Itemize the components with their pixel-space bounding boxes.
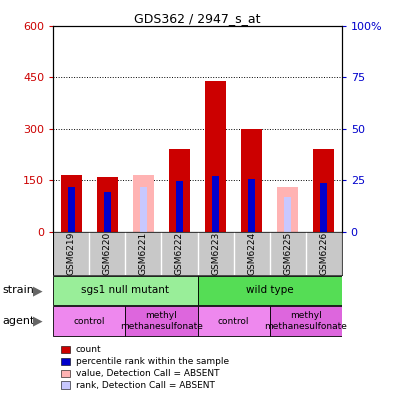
Bar: [140, 187, 147, 232]
Title: GDS362 / 2947_s_at: GDS362 / 2947_s_at: [134, 11, 261, 25]
Bar: [60, 175, 82, 232]
Bar: [198, 307, 269, 336]
Text: percentile rank within the sample: percentile rank within the sample: [76, 357, 229, 366]
Text: GSM6226: GSM6226: [319, 232, 328, 275]
Text: GSM6225: GSM6225: [283, 232, 292, 275]
Text: GSM6221: GSM6221: [139, 232, 148, 275]
Text: GSM6222: GSM6222: [175, 232, 184, 275]
Bar: [104, 192, 111, 232]
Text: methyl
methanesulfonate: methyl methanesulfonate: [264, 312, 347, 331]
Bar: [68, 187, 75, 232]
Text: GSM6219: GSM6219: [67, 232, 76, 275]
Text: strain: strain: [2, 286, 34, 295]
Text: control: control: [218, 317, 249, 326]
Text: ▶: ▶: [33, 315, 42, 327]
Bar: [313, 149, 335, 232]
Text: count: count: [76, 345, 102, 354]
Bar: [212, 176, 219, 232]
Bar: [126, 307, 198, 336]
Text: methyl
methanesulfonate: methyl methanesulfonate: [120, 312, 203, 331]
Bar: [320, 183, 327, 232]
Bar: [53, 307, 126, 336]
Text: agent: agent: [2, 316, 34, 326]
Bar: [176, 181, 183, 232]
Bar: [270, 307, 342, 336]
Bar: [284, 197, 291, 232]
Text: rank, Detection Call = ABSENT: rank, Detection Call = ABSENT: [76, 381, 215, 390]
Bar: [198, 276, 342, 305]
Bar: [169, 149, 190, 232]
Text: sgs1 null mutant: sgs1 null mutant: [81, 286, 169, 295]
Text: GSM6224: GSM6224: [247, 232, 256, 275]
Bar: [205, 81, 226, 232]
Text: value, Detection Call = ABSENT: value, Detection Call = ABSENT: [76, 369, 219, 378]
Text: wild type: wild type: [246, 286, 293, 295]
Text: GSM6220: GSM6220: [103, 232, 112, 275]
Bar: [133, 175, 154, 232]
Bar: [248, 179, 255, 232]
Bar: [53, 276, 198, 305]
Text: control: control: [73, 317, 105, 326]
Bar: [241, 129, 262, 232]
Text: ▶: ▶: [33, 284, 42, 297]
Bar: [277, 187, 299, 232]
Text: GSM6223: GSM6223: [211, 232, 220, 275]
Bar: [97, 177, 118, 232]
